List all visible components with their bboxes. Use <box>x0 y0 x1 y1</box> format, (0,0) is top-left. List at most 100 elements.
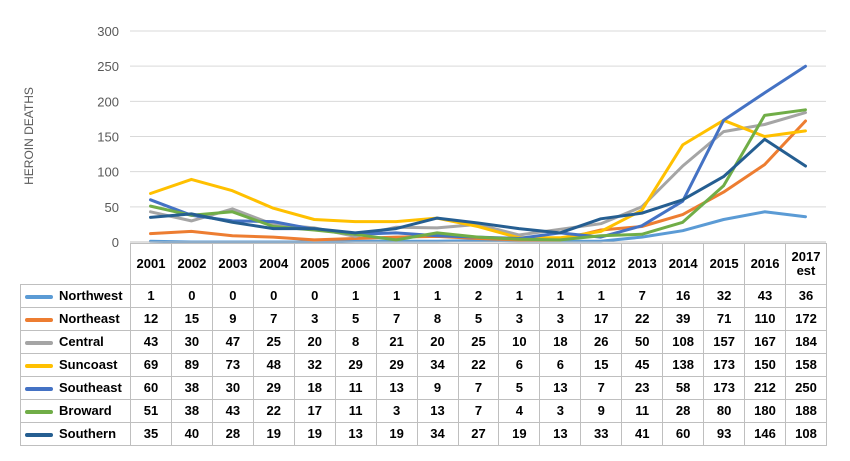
data-label: 12 <box>130 307 172 331</box>
data-label: 22 <box>252 399 295 423</box>
data-label: 11 <box>334 399 377 423</box>
data-label: 6 <box>539 353 582 377</box>
x-tick-label: 2009 <box>457 243 500 285</box>
data-label: 19 <box>375 422 418 446</box>
data-label: 9 <box>211 307 254 331</box>
data-label: 2 <box>457 284 500 308</box>
table-row: Northeast 12 15 9 7 3 5 7 8 5 3 3 17 22 39 71 110 172 <box>20 307 827 331</box>
data-label: 71 <box>703 307 746 331</box>
data-label: 73 <box>211 353 254 377</box>
data-label: 10 <box>498 330 541 354</box>
data-label: 180 <box>744 399 786 423</box>
x-tick-label: 2011 <box>539 243 582 285</box>
data-label: 110 <box>744 307 786 331</box>
data-label: 60 <box>130 376 172 400</box>
data-label: 19 <box>498 422 541 446</box>
data-label: 1 <box>334 284 377 308</box>
legend-entry: Northwest <box>20 284 131 308</box>
legend-entry: Northeast <box>20 307 131 331</box>
data-label: 7 <box>252 307 295 331</box>
data-label: 172 <box>785 307 827 331</box>
data-label: 18 <box>293 376 336 400</box>
legend-entry: Central <box>20 330 131 354</box>
y-tick-label: 50 <box>105 200 119 215</box>
data-label: 19 <box>293 422 336 446</box>
data-label: 26 <box>580 330 623 354</box>
data-label: 7 <box>375 307 418 331</box>
data-label: 60 <box>662 422 705 446</box>
data-label: 13 <box>416 399 459 423</box>
data-label: 15 <box>580 353 623 377</box>
data-label: 1 <box>580 284 623 308</box>
data-label: 36 <box>785 284 827 308</box>
data-label: 93 <box>703 422 746 446</box>
data-label: 39 <box>662 307 705 331</box>
data-label: 34 <box>416 422 459 446</box>
table-row: Broward 51 38 43 22 17 11 3 13 7 4 3 9 11 28 80 180 188 <box>20 399 827 423</box>
series-line-broward <box>149 108 807 242</box>
data-label: 32 <box>703 284 746 308</box>
table-row: Northwest 1 0 0 0 0 1 1 1 2 1 1 1 7 16 32 43 36 <box>20 284 827 308</box>
data-label: 30 <box>170 330 213 354</box>
data-label: 1 <box>416 284 459 308</box>
data-label: 28 <box>662 399 705 423</box>
data-label: 150 <box>744 353 786 377</box>
data-label: 43 <box>744 284 786 308</box>
y-tick-label: 0 <box>112 235 119 250</box>
data-label: 3 <box>293 307 336 331</box>
data-label: 173 <box>703 376 746 400</box>
series-line-southeast <box>149 64 807 240</box>
data-label: 212 <box>744 376 786 400</box>
table-row: Central 43 30 47 25 20 8 21 20 25 10 18 26 50 108 157 16… <box>20 330 827 354</box>
data-label: 3 <box>539 307 582 331</box>
legend-entry: Suncoast <box>20 353 131 377</box>
gridlines <box>130 30 826 208</box>
legend-entry: Southern <box>20 422 131 446</box>
data-label: 38 <box>170 376 213 400</box>
data-label: 1 <box>539 284 582 308</box>
data-label: 0 <box>252 284 295 308</box>
data-label: 11 <box>621 399 664 423</box>
data-label: 3 <box>375 399 418 423</box>
x-tick-label: 2016 <box>744 243 786 285</box>
y-tick-label: 100 <box>97 165 119 180</box>
data-label: 23 <box>621 376 664 400</box>
data-label: 25 <box>252 330 295 354</box>
data-label: 13 <box>375 376 418 400</box>
data-label: 3 <box>539 399 582 423</box>
data-label: 30 <box>211 376 254 400</box>
data-label: 8 <box>416 307 459 331</box>
data-label: 58 <box>662 376 705 400</box>
legend-swatch <box>25 340 53 345</box>
data-label: 9 <box>416 376 459 400</box>
data-label: 51 <box>130 399 172 423</box>
data-label: 43 <box>211 399 254 423</box>
y-axis-ticks: 0 50 100 150 200 250 300 <box>97 24 119 250</box>
data-label: 29 <box>334 353 377 377</box>
data-label: 5 <box>334 307 377 331</box>
data-label: 40 <box>170 422 213 446</box>
data-label: 9 <box>580 399 623 423</box>
data-label: 33 <box>580 422 623 446</box>
legend-swatch <box>25 317 53 322</box>
data-label: 11 <box>334 376 377 400</box>
data-label: 17 <box>293 399 336 423</box>
data-label: 13 <box>539 376 582 400</box>
x-tick-label: 2007 <box>375 243 418 285</box>
data-label: 138 <box>662 353 705 377</box>
data-label: 188 <box>785 399 827 423</box>
data-label: 89 <box>170 353 213 377</box>
legend-label: Suncoast <box>59 357 118 372</box>
legend-label: Southeast <box>59 380 122 395</box>
data-label: 1 <box>498 284 541 308</box>
data-label: 108 <box>662 330 705 354</box>
data-label: 108 <box>785 422 827 446</box>
data-label: 16 <box>662 284 705 308</box>
data-label: 5 <box>498 376 541 400</box>
x-tick-label: 2008 <box>416 243 459 285</box>
data-label: 1 <box>375 284 418 308</box>
y-tick-label: 200 <box>97 94 119 109</box>
data-label: 13 <box>334 422 377 446</box>
data-label: 35 <box>130 422 172 446</box>
x-tick-label: 2002 <box>170 243 213 285</box>
